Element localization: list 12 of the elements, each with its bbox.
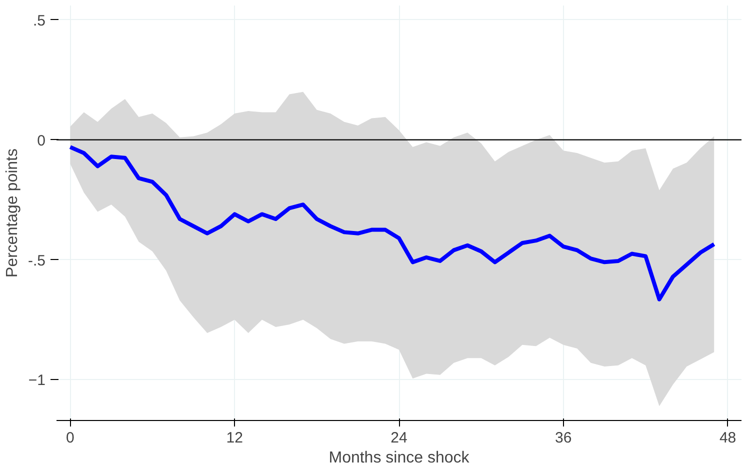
line-series	[68, 145, 716, 302]
y-tick-label: .5	[32, 12, 46, 30]
x-tick-label: 48	[719, 430, 736, 446]
y-tick-label: −1	[28, 372, 46, 390]
x-tick-label: 0	[66, 430, 74, 446]
x-tick-label: 24	[390, 430, 408, 446]
x-tick-label: 36	[555, 430, 572, 446]
x-tick-label: 12	[226, 430, 243, 446]
y-axis-title: Percentage points	[4, 148, 21, 278]
y-tick-label: 0	[37, 132, 46, 150]
x-axis-title: Months since shock	[328, 450, 470, 466]
y-tick-label: -.5	[28, 252, 46, 270]
